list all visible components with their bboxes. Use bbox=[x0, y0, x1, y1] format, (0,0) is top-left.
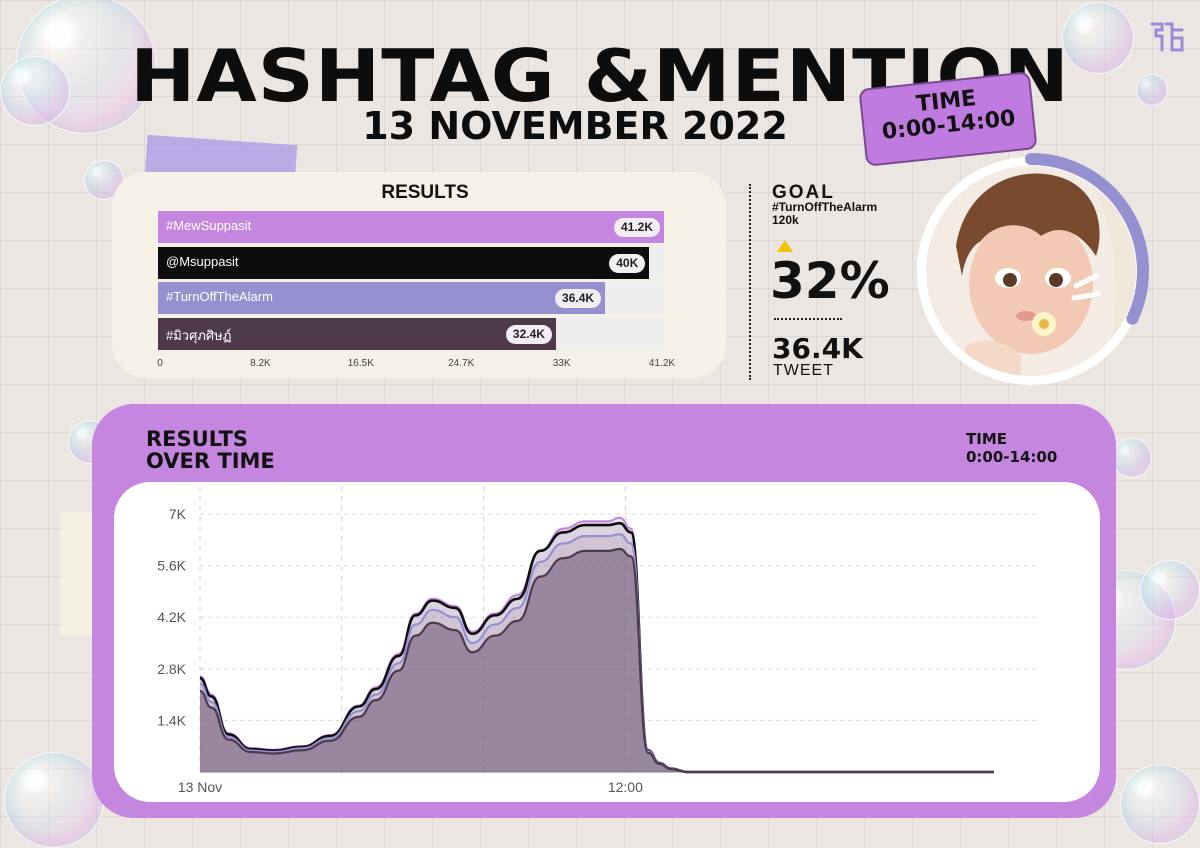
y-tick-label: 5.6K bbox=[157, 558, 186, 574]
bar-category-label: #TurnOffTheAlarm bbox=[166, 289, 273, 304]
bar-x-tick-label: 24.7K bbox=[448, 358, 475, 369]
avatar-image bbox=[926, 166, 1136, 376]
over-time-title: RESULTS OVER TIME bbox=[146, 428, 275, 472]
bar-value-label: 41.2K bbox=[614, 218, 661, 237]
area-chart: 1.4K 2.8K 4.2K 5.6K 7K 13 Nov 12:00 bbox=[157, 486, 1036, 795]
decorative-bubble bbox=[0, 56, 70, 126]
bar bbox=[158, 246, 650, 279]
goal-progress-arc bbox=[1025, 153, 1149, 325]
bar-row: @Msuppasit 40K bbox=[158, 246, 664, 279]
area-series-line bbox=[199, 547, 994, 774]
bar bbox=[158, 282, 606, 314]
avatar bbox=[926, 166, 1136, 376]
over-time-title-line2: OVER TIME bbox=[146, 449, 275, 473]
bar-category-label: @Msuppasit bbox=[166, 253, 239, 269]
results-title: RESULTS bbox=[381, 182, 469, 203]
decorative-bubble bbox=[1120, 764, 1200, 844]
bar-x-tick-label: 33K bbox=[552, 358, 571, 369]
y-tick-label: 1.4K bbox=[157, 712, 186, 728]
decorative-bubble bbox=[1062, 2, 1134, 74]
bar-value-label: 32.4K bbox=[505, 324, 552, 344]
bar-row: #TurnOffTheAlarm 36.4K bbox=[158, 282, 664, 314]
x-tick-label: 12:00 bbox=[608, 779, 643, 795]
decorative-bubble bbox=[1136, 74, 1168, 106]
up-arrow-icon bbox=[777, 240, 793, 252]
bar bbox=[158, 317, 556, 350]
decorative-bubble bbox=[4, 752, 104, 848]
bar-x-tick-label: 16.5K bbox=[347, 358, 374, 369]
goal-target: 120k bbox=[772, 213, 799, 227]
bar-x-tick-label: 0 bbox=[157, 358, 163, 369]
y-tick-label: 2.8K bbox=[157, 661, 186, 677]
bar-x-tick-label: 8.2K bbox=[250, 358, 271, 369]
over-time-label: TIME bbox=[966, 430, 1007, 448]
bar-row: #MewSuppasit 41.2K bbox=[158, 211, 664, 243]
bar-row: #มิวศุภศิษฏ์ 32.4K bbox=[158, 317, 664, 350]
bar bbox=[158, 211, 664, 243]
bar-x-tick-label: 41.2K bbox=[648, 358, 676, 369]
tweet-count: 36.4K bbox=[772, 332, 863, 365]
goal-divider bbox=[749, 184, 751, 380]
decorative-bubble bbox=[1112, 438, 1152, 478]
bar-value-label: 40K bbox=[609, 253, 646, 273]
brand-logo-icon bbox=[1150, 22, 1184, 52]
goal-hashtag-name: #TurnOffTheAlarm bbox=[772, 200, 878, 214]
area-series-fill bbox=[200, 549, 994, 772]
y-tick-label: 4.2K bbox=[157, 609, 186, 625]
bar-category-label: #มิวศุภศิษฏ์ bbox=[166, 327, 232, 343]
over-time-range-value: 0:00-14:00 bbox=[966, 448, 1058, 466]
bar-category-label: #MewSuppasit bbox=[166, 218, 252, 233]
page-date: 13 NOVEMBER 2022 bbox=[362, 104, 788, 148]
x-tick-label: 13 Nov bbox=[178, 779, 222, 795]
goal-dotted-divider bbox=[774, 318, 842, 320]
goal-percent: 32% bbox=[770, 252, 890, 310]
decorative-bubble bbox=[1140, 560, 1200, 620]
tweet-label: TWEET bbox=[773, 362, 834, 379]
y-tick-label: 7K bbox=[169, 506, 187, 522]
goal-label: GOAL bbox=[772, 182, 835, 203]
bar-value-label: 36.4K bbox=[555, 289, 602, 308]
over-time-title-line1: RESULTS bbox=[146, 427, 249, 451]
over-time-range: TIME 0:00-14:00 bbox=[966, 430, 1057, 466]
goal-hashtag: #TurnOffTheAlarm 120k bbox=[772, 201, 877, 227]
